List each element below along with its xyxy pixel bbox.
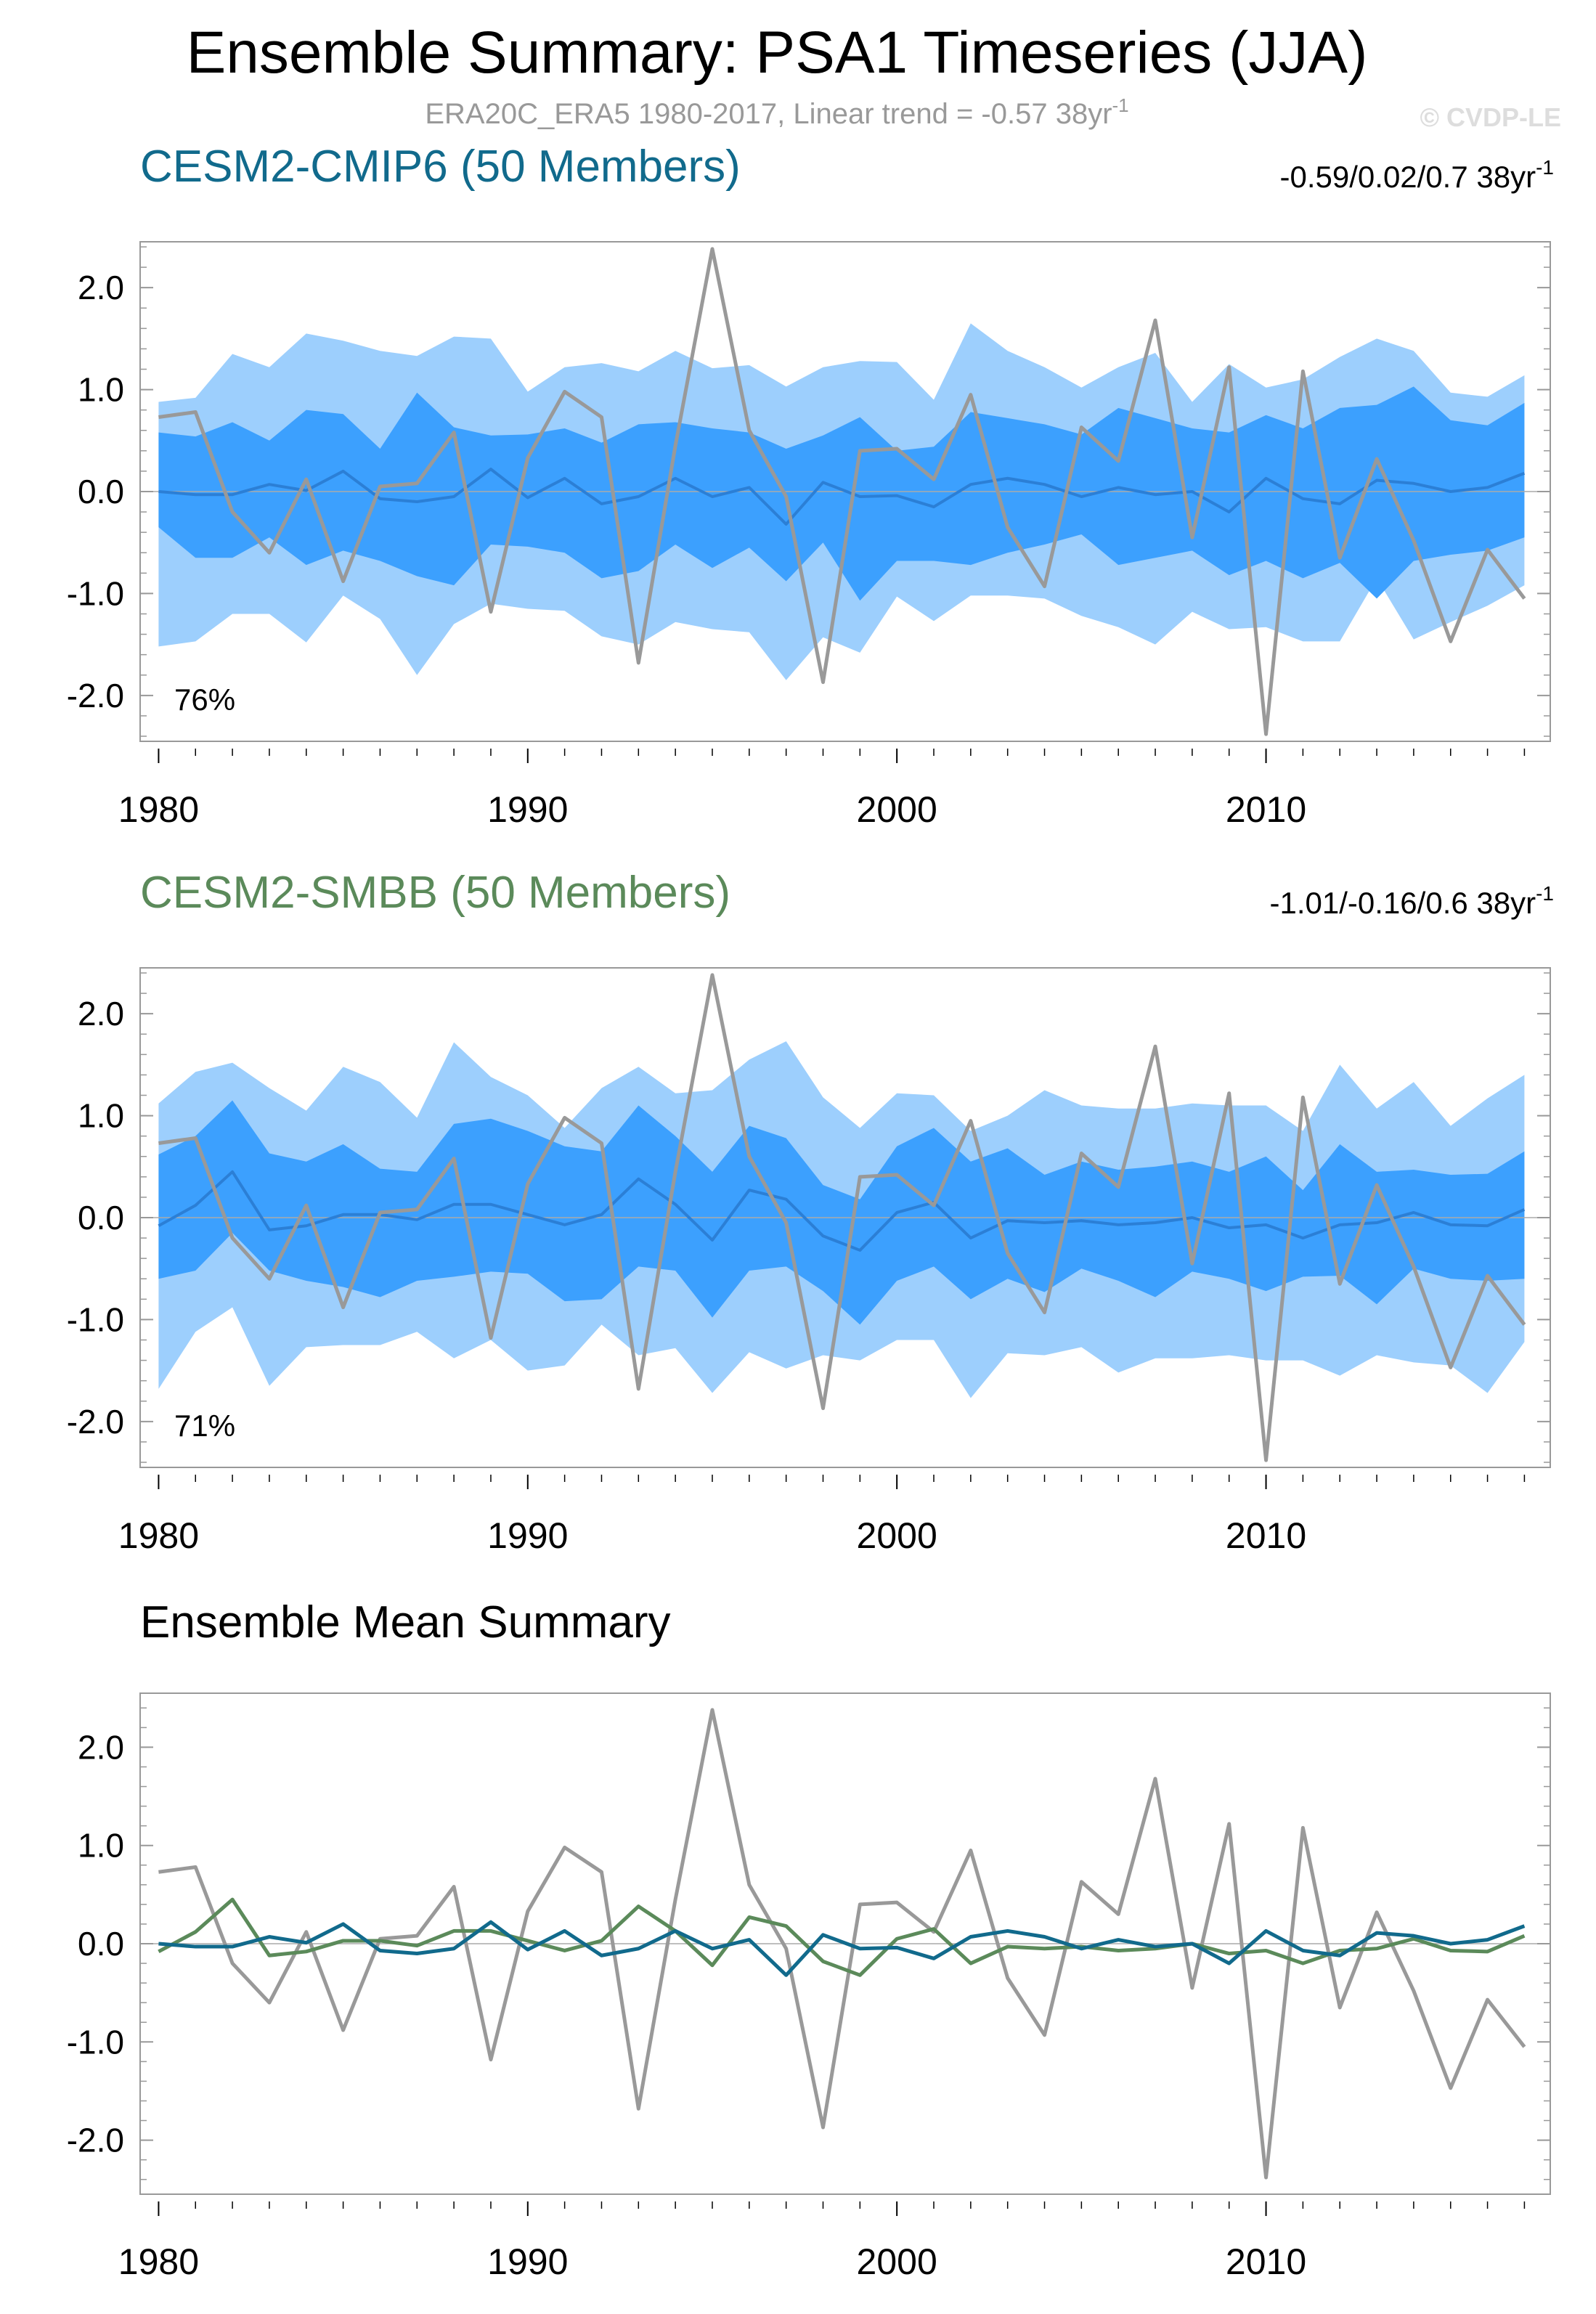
panel-ensemble-mean: Ensemble Mean Summary 2.0 1.0 0.0 -1.0 -2.0 1… xyxy=(67,1597,1551,2282)
figure-subtitle: ERA20C_ERA5 1980-2017, Linear trend = -0… xyxy=(425,94,1128,130)
x-tick-label: 2000 xyxy=(857,1515,937,1556)
y-tick-label: -2.0 xyxy=(67,2122,124,2159)
x-tick-label: 1990 xyxy=(487,789,568,830)
panel-title: CESM2-CMIP6 (50 Members) xyxy=(140,142,741,192)
x-tick-label: 1980 xyxy=(118,789,199,830)
percent-label: 76% xyxy=(174,683,235,717)
y-tick-label: 2.0 xyxy=(78,269,124,306)
smbb-mean-line xyxy=(158,1897,1526,1977)
y-tick-label: 0.0 xyxy=(78,1199,124,1237)
panel-cesm2-cmip6: CESM2-CMIP6 (50 Members) -0.59/0.02/0.7 … xyxy=(67,142,1554,830)
y-tick-label: -2.0 xyxy=(67,677,124,714)
x-tick-label: 1980 xyxy=(118,1515,199,1556)
trend-text: -0.59/0.02/0.7 38yr xyxy=(1280,160,1536,194)
x-tick-label: 2010 xyxy=(1226,2241,1306,2282)
ensemble-mean-line xyxy=(158,468,1526,526)
y-tick-label: -1.0 xyxy=(67,574,124,612)
figure-subtitle-sup: -1 xyxy=(1112,94,1129,116)
x-tick-label: 2000 xyxy=(857,789,937,830)
panel-cesm2-smbb: CESM2-SMBB (50 Members) -1.01/-0.16/0.6 … xyxy=(67,868,1554,1556)
trend-sup: -1 xyxy=(1536,882,1554,905)
credit-label: © CVDP-LE xyxy=(1420,102,1561,132)
y-tick-label: 2.0 xyxy=(78,1728,124,1766)
y-tick-label: 1.0 xyxy=(78,1097,124,1135)
observations-line xyxy=(158,973,1526,1462)
y-tick-label: 2.0 xyxy=(78,995,124,1032)
figure-title: Ensemble Summary: PSA1 Timeseries (JJA) xyxy=(187,20,1368,86)
x-tick-label: 1980 xyxy=(118,2241,199,2282)
observations-line xyxy=(158,1708,1526,2180)
y-tick-label: 0.0 xyxy=(78,473,124,510)
band-inner xyxy=(158,1100,1525,1325)
trend-text: -1.01/-0.16/0.6 38yr xyxy=(1270,886,1536,920)
cmip6-mean-line xyxy=(158,1920,1526,1977)
y-tick-label: 1.0 xyxy=(78,1827,124,1865)
trend-label: -1.01/-0.16/0.6 38yr-1 xyxy=(1270,882,1554,920)
y-tick-label: 1.0 xyxy=(78,371,124,409)
x-tick-label: 2000 xyxy=(857,2241,937,2282)
figure-subtitle-text: ERA20C_ERA5 1980-2017, Linear trend = -0… xyxy=(425,98,1112,130)
y-tick-label: 0.0 xyxy=(78,1925,124,1963)
trend-label: -0.59/0.02/0.7 38yr-1 xyxy=(1280,156,1554,194)
x-tick-label: 1990 xyxy=(487,2241,568,2282)
y-tick-label: -1.0 xyxy=(67,1300,124,1338)
trend-sup: -1 xyxy=(1536,156,1554,179)
panel-title: Ensemble Mean Summary xyxy=(140,1597,671,1647)
x-tick-label: 2010 xyxy=(1226,1515,1306,1556)
x-tick-label: 2010 xyxy=(1226,789,1306,830)
percent-label: 71% xyxy=(174,1409,235,1443)
x-tick-label: 1990 xyxy=(487,1515,568,1556)
ensemble-mean-line xyxy=(158,1170,1526,1252)
y-tick-label: -1.0 xyxy=(67,2023,124,2061)
band-inner xyxy=(158,386,1525,601)
y-tick-label: -2.0 xyxy=(67,1403,124,1441)
panel-title: CESM2-SMBB (50 Members) xyxy=(140,868,730,918)
observations-line xyxy=(158,247,1526,736)
